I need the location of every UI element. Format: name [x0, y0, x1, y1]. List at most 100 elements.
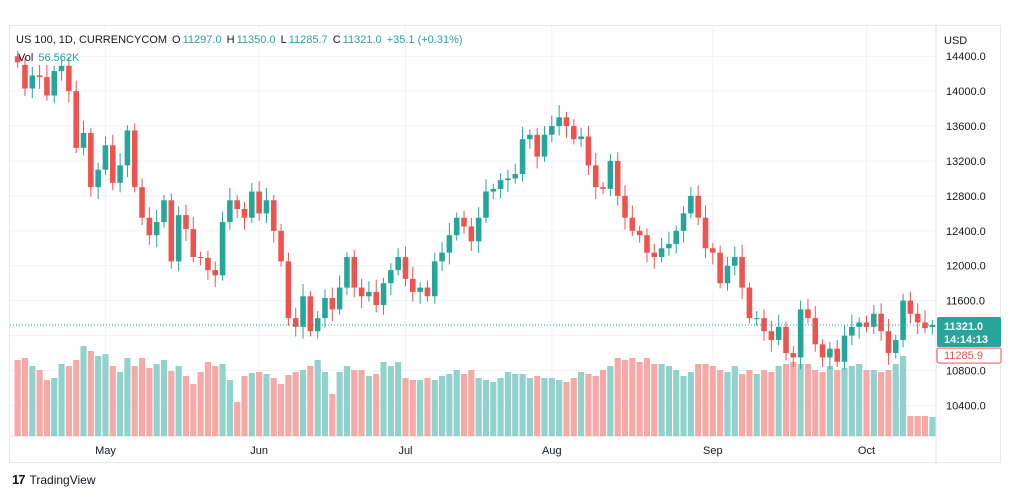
candle-body[interactable] — [731, 257, 738, 266]
candle-body[interactable] — [585, 136, 592, 166]
candle-body[interactable] — [541, 134, 548, 157]
candle-body[interactable] — [153, 222, 160, 236]
candle-body[interactable] — [14, 56, 21, 63]
candle-body[interactable] — [907, 300, 914, 314]
candle-body[interactable] — [80, 133, 87, 148]
candle-body[interactable] — [95, 169, 101, 188]
candle-body[interactable] — [571, 126, 577, 140]
candle-body[interactable] — [790, 353, 797, 358]
candle-body[interactable] — [66, 65, 72, 92]
candlestick-chart[interactable]: 10400.0 10800.0 11600.0 12000.0 12400.0 12800… — [10, 26, 1002, 464]
candle-body[interactable] — [395, 257, 401, 271]
candle-body[interactable] — [131, 130, 138, 188]
candle-body[interactable] — [578, 136, 584, 140]
candle-body[interactable] — [161, 200, 167, 223]
candle-body[interactable] — [285, 261, 292, 319]
candle-body[interactable] — [490, 188, 497, 192]
candle-body[interactable] — [300, 296, 306, 327]
candle-body[interactable] — [431, 261, 438, 297]
candle-body[interactable] — [483, 191, 489, 218]
candle-body[interactable] — [139, 187, 145, 218]
candle-body[interactable] — [885, 331, 892, 354]
candle-body[interactable] — [461, 217, 467, 227]
candle-body[interactable] — [410, 278, 416, 292]
candle-body[interactable] — [717, 252, 723, 284]
candle-body[interactable] — [563, 117, 570, 127]
candle-body[interactable] — [256, 191, 262, 214]
candle-body[interactable] — [680, 213, 687, 231]
candle-body[interactable] — [695, 195, 701, 218]
candle-body[interactable] — [110, 145, 116, 183]
candle-body[interactable] — [307, 296, 314, 332]
candle-body[interactable] — [329, 298, 336, 310]
candle-body[interactable] — [702, 217, 709, 249]
candle-body[interactable] — [629, 217, 636, 231]
candle-body[interactable] — [783, 326, 789, 354]
candle-body[interactable] — [914, 313, 921, 323]
candle-body[interactable] — [446, 235, 453, 253]
candle-body[interactable] — [234, 200, 240, 209]
candle-body[interactable] — [556, 117, 562, 127]
candle-body[interactable] — [241, 208, 248, 218]
candle-body[interactable] — [102, 145, 109, 170]
candle-body[interactable] — [351, 257, 358, 288]
candle-body[interactable] — [175, 215, 182, 262]
candle-body[interactable] — [614, 160, 621, 196]
candle-body[interactable] — [314, 318, 321, 332]
candle-body[interactable] — [336, 287, 343, 310]
candle-body[interactable] — [22, 64, 28, 89]
candle-body[interactable] — [519, 139, 526, 175]
candle-body[interactable] — [827, 348, 833, 358]
candle-body[interactable] — [263, 200, 270, 214]
candle-body[interactable] — [892, 339, 899, 354]
candle-body[interactable] — [44, 77, 50, 96]
candle-body[interactable] — [768, 331, 775, 340]
candle-body[interactable] — [600, 187, 606, 189]
candle-body[interactable] — [658, 248, 665, 258]
candle-body[interactable] — [863, 322, 870, 327]
candle-body[interactable] — [197, 257, 204, 259]
candle-body[interactable] — [636, 230, 643, 236]
footer-brand[interactable]: 17 TradingView — [12, 472, 96, 487]
candle-body[interactable] — [724, 265, 731, 284]
candle-body[interactable] — [775, 326, 782, 340]
candle-body[interactable] — [739, 257, 745, 288]
candle-body[interactable] — [834, 348, 840, 362]
candle-body[interactable] — [373, 291, 379, 306]
candle-body[interactable] — [453, 217, 460, 236]
candle-body[interactable] — [424, 287, 431, 297]
candle-body[interactable] — [710, 248, 716, 253]
candle-body[interactable] — [249, 191, 255, 218]
candle-body[interactable] — [651, 252, 658, 258]
candle-body[interactable] — [358, 287, 365, 297]
candle-body[interactable] — [666, 243, 672, 249]
candle-body[interactable] — [344, 257, 350, 288]
candle-body[interactable] — [505, 178, 511, 181]
candle-body[interactable] — [439, 252, 445, 262]
candle-body[interactable] — [29, 75, 36, 89]
candle-body[interactable] — [819, 344, 826, 358]
candle-body[interactable] — [36, 75, 43, 78]
symbol-label[interactable]: US 100, 1D, CURRENCYCOM — [16, 34, 167, 46]
candle-body[interactable] — [878, 313, 884, 332]
candle-body[interactable] — [644, 235, 650, 253]
candle-body[interactable] — [366, 291, 372, 297]
candle-body[interactable] — [688, 195, 694, 214]
candle-body[interactable] — [51, 71, 58, 96]
candle-body[interactable] — [73, 91, 79, 148]
candle-body[interactable] — [168, 200, 175, 262]
candle-body[interactable] — [227, 200, 233, 223]
candle-body[interactable] — [322, 298, 328, 319]
candle-body[interactable] — [58, 65, 65, 72]
candle-body[interactable] — [805, 309, 811, 319]
candle-body[interactable] — [417, 287, 423, 292]
candle-body[interactable] — [183, 215, 189, 230]
candle-body[interactable] — [673, 230, 680, 244]
candle-body[interactable] — [270, 200, 277, 231]
candle-body[interactable] — [534, 134, 540, 157]
candle-body[interactable] — [841, 335, 848, 362]
volume-legend[interactable]: Vol 56.562K — [18, 52, 81, 64]
candle-body[interactable] — [849, 326, 855, 336]
chart-frame[interactable]: 10400.0 10800.0 11600.0 12000.0 12400.0 12800… — [9, 25, 1002, 464]
candle-body[interactable] — [88, 133, 94, 188]
